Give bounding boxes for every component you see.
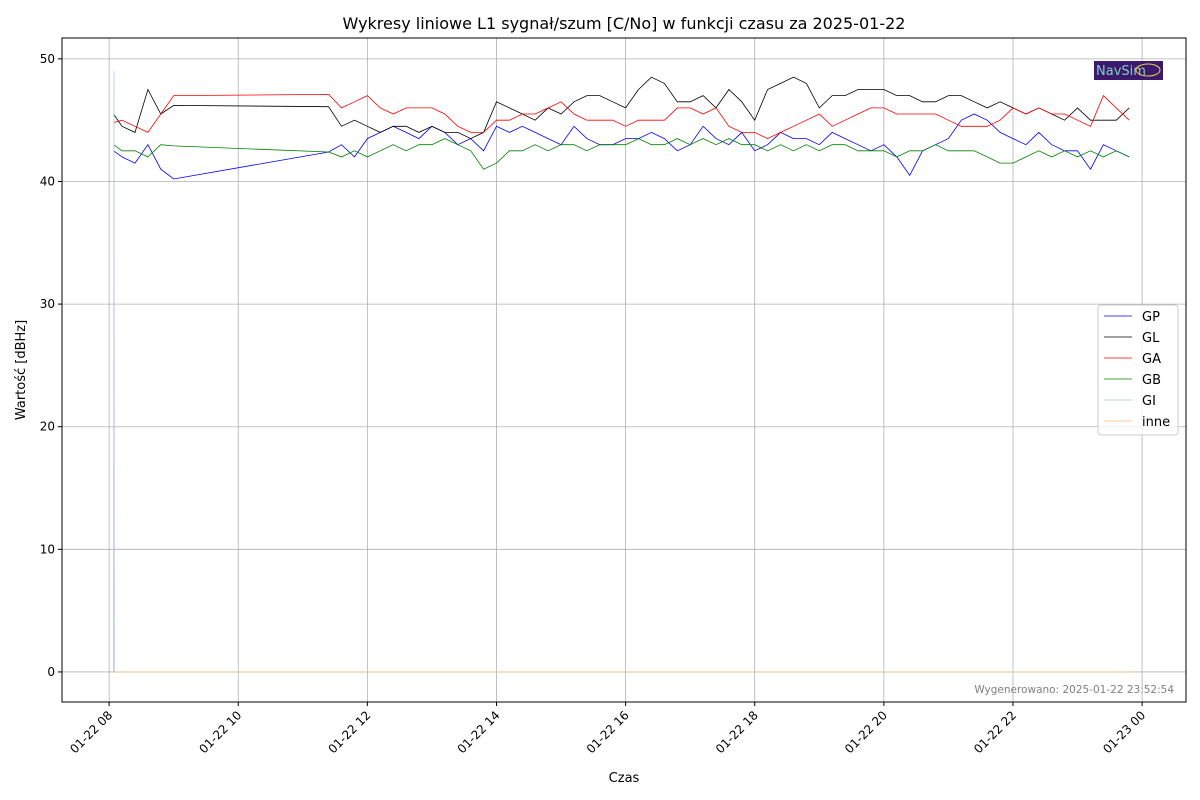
x-tick-label: 01-22 08 [67, 708, 115, 756]
axis-ticks: 01-22 08 01-22 10 01-22 12 01-22 14 01-22 16… [40, 52, 1149, 756]
y-tick-label: 50 [40, 52, 55, 66]
x-tick-label: 01-22 12 [325, 708, 373, 756]
y-tick-label: 30 [40, 297, 55, 311]
x-tick-label: 01-23 00 [1100, 708, 1148, 756]
x-tick-label: 01-22 10 [196, 708, 244, 756]
y-tick-label: 40 [40, 174, 55, 188]
x-tick-label: 01-22 16 [584, 708, 632, 756]
plot-frame [61, 37, 1187, 703]
series-line-gl [113, 76, 1130, 140]
series-lines [113, 71, 1133, 673]
legend-label-inne: inne [1142, 415, 1170, 430]
legend-label-gp: GP [1142, 310, 1160, 325]
navsim-logo: NavSim [1094, 61, 1163, 80]
svg-text:NavSim: NavSim [1096, 64, 1146, 79]
legend-label-gb: GB [1142, 373, 1161, 388]
x-tick-label: 01-22 14 [455, 708, 503, 756]
y-tick-label: 10 [40, 542, 55, 556]
legend: GP GL GA GB GI inne [1097, 304, 1179, 436]
series-line-gb [113, 138, 1130, 170]
legend-label-gl: GL [1142, 331, 1160, 346]
generated-timestamp: Wygenerowano: 2025-01-22 23:52:54 [974, 684, 1174, 696]
legend-label-ga: GA [1142, 352, 1161, 367]
y-axis-label: Wartość [dBHz] [14, 320, 29, 420]
legend-label-gi: GI [1142, 394, 1156, 409]
chart-title: Wykresy liniowe L1 sygnał/szum [C/No] w … [343, 14, 906, 33]
series-line-gi [113, 71, 1133, 673]
series-line-ga [113, 93, 1130, 140]
x-tick-label: 01-22 20 [842, 708, 890, 756]
grid [62, 38, 1186, 702]
y-tick-label: 20 [40, 420, 55, 434]
x-tick-label: 01-22 22 [971, 708, 1019, 756]
y-tick-label: 0 [47, 665, 55, 679]
x-axis-label: Czas [609, 771, 640, 786]
series-line-gp [113, 113, 1130, 180]
x-tick-label: 01-22 18 [713, 708, 761, 756]
legend-box [1097, 304, 1179, 436]
